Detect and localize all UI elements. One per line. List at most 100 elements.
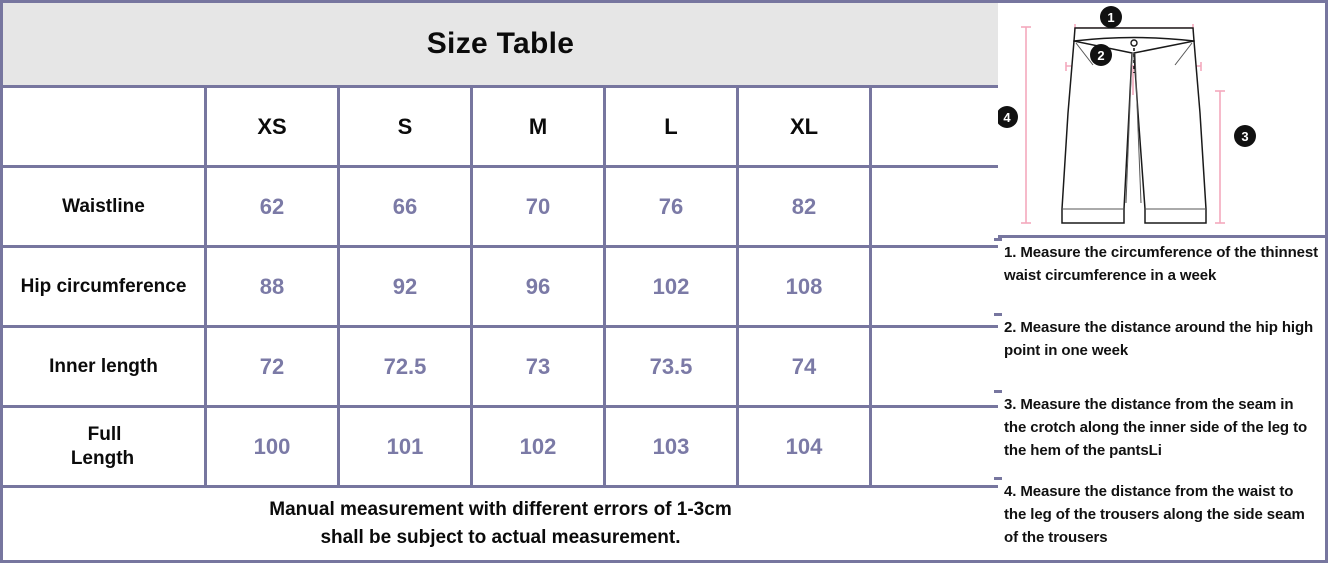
svg-text:2: 2: [1097, 48, 1104, 63]
marker-1: 1: [1100, 6, 1122, 28]
table-row: Hip circumference 88 92 96 102 108: [0, 245, 1001, 328]
table-header-row: XS S M L XL: [0, 85, 1001, 168]
cell-inner-s: 72.5: [337, 325, 473, 408]
cell-full-xs: 100: [204, 405, 340, 488]
table-row: Full Length 100 101 102 103 104: [0, 405, 1001, 488]
table-footer-row: Manual measurement with different errors…: [0, 485, 1001, 563]
value-text: 70: [525, 193, 551, 219]
cell-hip-extra: [869, 245, 1001, 328]
cell-waistline-l: 76: [603, 165, 739, 248]
instruction-divider-tick: [994, 238, 1002, 241]
pants-detail-lines: [1062, 42, 1206, 210]
cell-inner-m: 73: [470, 325, 606, 408]
table-title-row: Size Table: [0, 0, 1001, 88]
value-text: 74: [791, 353, 817, 379]
size-label-xs: XS: [257, 113, 287, 139]
size-table: Size Table XS S M L XL Waistline 62 66: [0, 0, 1001, 563]
marker-2: 2: [1090, 44, 1112, 66]
cell-hip-xs: 88: [204, 245, 340, 328]
cell-waistline-xl: 82: [736, 165, 872, 248]
footer-note-line-1: Manual measurement with different errors…: [269, 499, 732, 521]
row-label-inner-length: Inner length: [49, 355, 158, 377]
cell-waistline-m: 70: [470, 165, 606, 248]
cell-hip-l: 102: [603, 245, 739, 328]
svg-text:1: 1: [1107, 10, 1114, 25]
size-label-s: S: [397, 113, 413, 139]
value-text: 62: [259, 193, 285, 219]
value-text: 88: [259, 273, 285, 299]
cell-inner-xs: 72: [204, 325, 340, 408]
value-text: 102: [519, 433, 557, 459]
instruction-item-2: 2. Measure the distance around the hip h…: [1004, 319, 1314, 359]
value-text: 92: [392, 273, 418, 299]
row-label-hip-circumference: Hip circumference: [20, 275, 187, 297]
row-label-cell-hip-circumference: Hip circumference: [0, 245, 207, 328]
value-text: 76: [658, 193, 684, 219]
row-label-cell-inner-length: Inner length: [0, 325, 207, 408]
size-label-l: L: [664, 113, 678, 139]
cell-inner-l: 73.5: [603, 325, 739, 408]
cell-full-s: 101: [337, 405, 473, 488]
page-title: Size Table: [426, 27, 575, 60]
value-text: 96: [525, 273, 551, 299]
row-label-cell-waistline: Waistline: [0, 165, 207, 248]
instruction-divider-tick: [994, 313, 1002, 316]
svg-text:3: 3: [1241, 129, 1248, 144]
value-text: 72.5: [383, 353, 427, 379]
instruction-item-1: 1. Measure the circumference of the thin…: [1004, 244, 1319, 284]
header-cell-m: M: [470, 85, 606, 168]
svg-text:4: 4: [1003, 110, 1011, 125]
header-cell-l: L: [603, 85, 739, 168]
row-label-cell-full-length: Full Length: [0, 405, 207, 488]
value-text: 72: [259, 353, 285, 379]
instruction-item-3: 3. Measure the distance from the seam in…: [1004, 396, 1308, 459]
cell-full-xl: 104: [736, 405, 872, 488]
size-label-xl: XL: [789, 113, 819, 139]
measurement-guide-panel: 1 2 3 4 1. Measure the circumference of …: [994, 0, 1328, 563]
footer-note-cell: Manual measurement with different errors…: [0, 485, 1001, 563]
instruction-divider-tick: [994, 477, 1002, 480]
cell-waistline-xs: 62: [204, 165, 340, 248]
value-text: 102: [652, 273, 690, 299]
cell-waistline-s: 66: [337, 165, 473, 248]
value-text: 73.5: [649, 353, 693, 379]
instruction-divider-tick: [994, 390, 1002, 393]
value-text: 66: [392, 193, 418, 219]
value-text: 73: [525, 353, 551, 379]
cell-hip-m: 96: [470, 245, 606, 328]
size-label-m: M: [528, 113, 548, 139]
pants-diagram-cell: 1 2 3 4: [998, 3, 1325, 238]
table-row: Waistline 62 66 70 76 82: [0, 165, 1001, 248]
cell-full-extra: [869, 405, 1001, 488]
footer-note-line-2: shall be subject to actual measurement.: [320, 527, 681, 548]
marker-4: 4: [998, 106, 1018, 128]
row-label-waistline: Waistline: [62, 195, 145, 217]
cell-hip-s: 92: [337, 245, 473, 328]
value-text: 104: [785, 433, 823, 459]
cell-inner-extra: [869, 325, 1001, 408]
value-text: 101: [386, 433, 424, 459]
value-text: 103: [652, 433, 690, 459]
cell-inner-xl: 74: [736, 325, 872, 408]
row-label-full-length: Full Length: [70, 424, 135, 469]
header-cell-xs: XS: [204, 85, 340, 168]
value-text: 100: [253, 433, 291, 459]
button-icon: [1130, 39, 1138, 47]
header-cell-blank-left: [0, 85, 207, 168]
marker-3: 3: [1234, 125, 1256, 147]
pants-measurement-diagram: 1 2 3 4: [998, 6, 1256, 224]
cell-full-l: 103: [603, 405, 739, 488]
header-cell-xl: XL: [736, 85, 872, 168]
table-row: Inner length 72 72.5 73 73.5 74: [0, 325, 1001, 408]
table-title-cell: Size Table: [0, 0, 1001, 88]
value-text: 108: [785, 273, 823, 299]
cell-waistline-extra: [869, 165, 1001, 248]
size-table-panel: Size Table XS S M L XL Waistline 62 66: [0, 0, 1001, 563]
instructions-list: 1. Measure the circumference of the thin…: [994, 238, 1325, 560]
instruction-item-4: 4. Measure the distance from the waist t…: [1004, 483, 1305, 546]
value-text: 82: [791, 193, 817, 219]
pants-outline: [1061, 27, 1207, 224]
cell-hip-xl: 108: [736, 245, 872, 328]
header-cell-blank-right: [869, 85, 1001, 168]
